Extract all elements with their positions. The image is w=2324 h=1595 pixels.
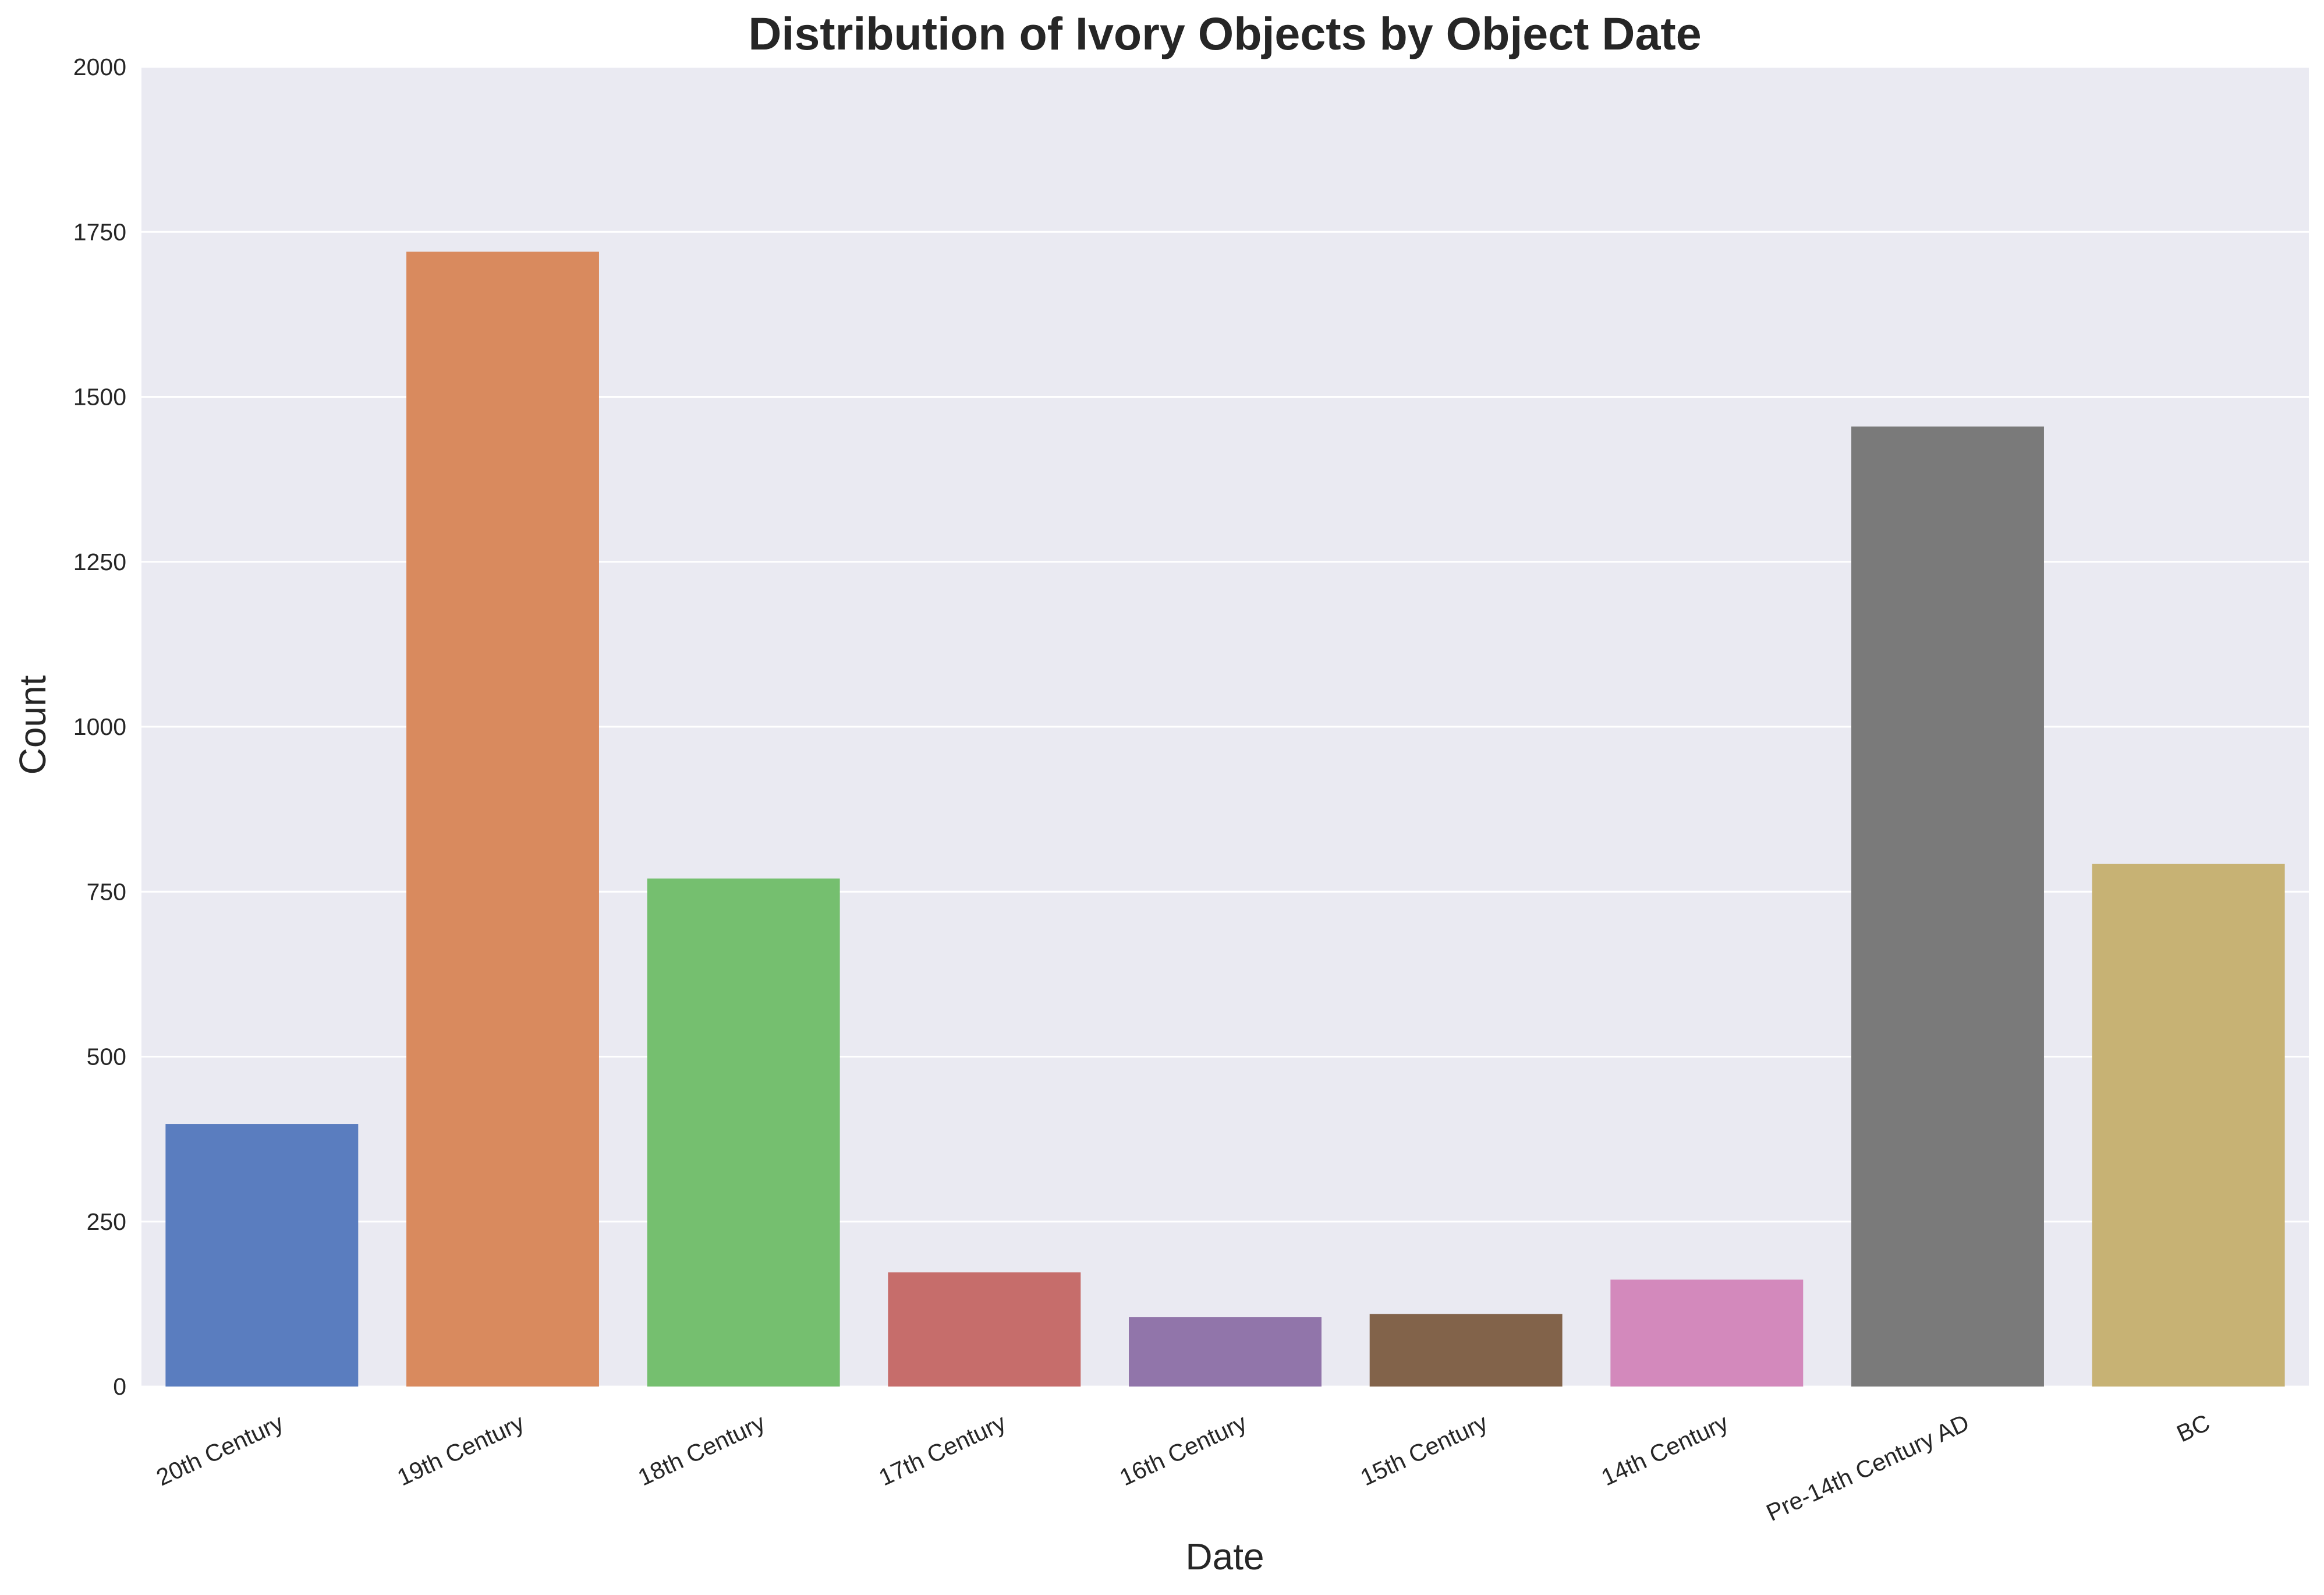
x-tick-label: 16th Century (1115, 1409, 1251, 1491)
bar (647, 878, 840, 1387)
y-tick-label: 0 (113, 1373, 126, 1400)
x-tick-label: 18th Century (634, 1409, 770, 1491)
y-tick-label: 1000 (73, 713, 126, 740)
x-tick-label: 17th Century (874, 1409, 1010, 1491)
y-tick-label: 1500 (73, 384, 126, 411)
bar (165, 1124, 359, 1387)
y-tick-label: 1750 (73, 218, 126, 245)
bar (406, 252, 599, 1387)
x-axis-label: Date (1185, 1536, 1264, 1578)
chart-title: Distribution of Ivory Objects by Object … (748, 8, 1701, 59)
y-tick-labels: 0 250 500 750 1000 1250 1500 1750 2000 (73, 54, 126, 1400)
bar (1129, 1317, 1322, 1387)
x-tick-label: BC (2173, 1409, 2214, 1447)
y-tick-label: 2000 (73, 54, 126, 80)
x-tick-label: 15th Century (1356, 1409, 1492, 1491)
bar (1610, 1279, 1804, 1387)
x-tick-label: 19th Century (393, 1409, 529, 1491)
y-tick-label: 750 (87, 878, 126, 905)
x-tick-label: 14th Century (1597, 1409, 1733, 1491)
bars (165, 252, 2285, 1387)
bar (888, 1272, 1081, 1387)
y-tick-label: 250 (87, 1208, 126, 1235)
bar (2092, 864, 2285, 1387)
y-tick-label: 1250 (73, 549, 126, 575)
bar (1369, 1314, 1563, 1387)
y-tick-label: 500 (87, 1044, 126, 1070)
bar (1851, 426, 2044, 1387)
x-tick-labels: 20th Century 19th Century 18th Century 17th… (152, 1409, 2214, 1526)
x-tick-label: 20th Century (152, 1409, 288, 1491)
y-axis-label: Count (12, 675, 54, 774)
x-tick-label: Pre-14th Century AD (1762, 1409, 1973, 1526)
